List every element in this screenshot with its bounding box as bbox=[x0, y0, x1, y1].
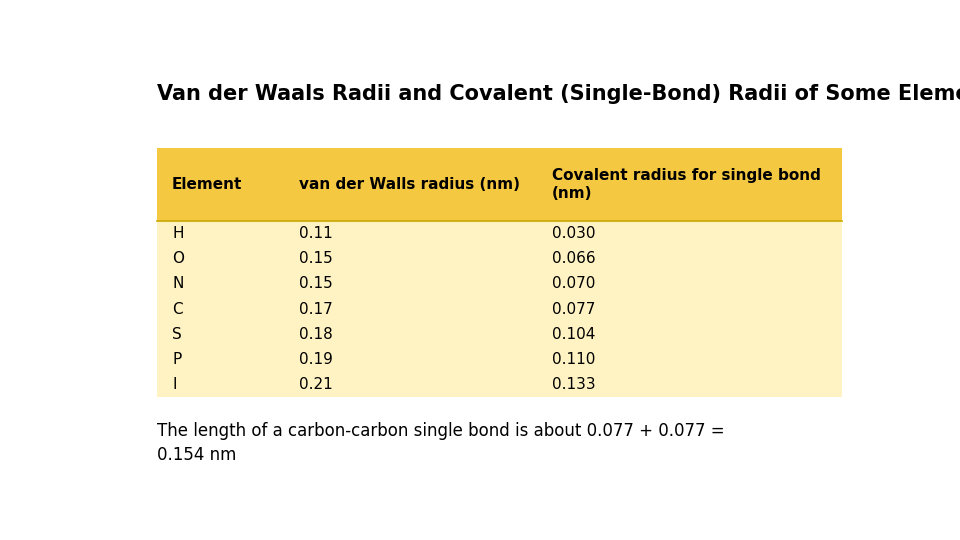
Text: 0.030: 0.030 bbox=[551, 226, 595, 241]
Text: van der Walls radius (nm): van der Walls radius (nm) bbox=[299, 177, 519, 192]
Text: Van der Waals Radii and Covalent (Single-Bond) Radii of Some Elements: Van der Waals Radii and Covalent (Single… bbox=[157, 84, 960, 104]
Text: 0.066: 0.066 bbox=[551, 251, 595, 266]
Text: H: H bbox=[172, 226, 183, 241]
Text: P: P bbox=[172, 352, 181, 367]
Text: S: S bbox=[172, 327, 181, 342]
Text: 0.11: 0.11 bbox=[299, 226, 332, 241]
Text: 0.104: 0.104 bbox=[551, 327, 595, 342]
Text: 0.15: 0.15 bbox=[299, 251, 332, 266]
Text: 0.18: 0.18 bbox=[299, 327, 332, 342]
Text: 0.077: 0.077 bbox=[551, 301, 595, 316]
FancyBboxPatch shape bbox=[157, 221, 842, 397]
FancyBboxPatch shape bbox=[157, 148, 842, 221]
Text: I: I bbox=[172, 377, 177, 393]
Text: 0.133: 0.133 bbox=[551, 377, 595, 393]
Text: Covalent radius for single bond
(nm): Covalent radius for single bond (nm) bbox=[551, 167, 821, 201]
Text: 0.19: 0.19 bbox=[299, 352, 332, 367]
Text: 0.21: 0.21 bbox=[299, 377, 332, 393]
Text: C: C bbox=[172, 301, 182, 316]
Text: O: O bbox=[172, 251, 184, 266]
Text: Element: Element bbox=[172, 177, 243, 192]
Text: 0.110: 0.110 bbox=[551, 352, 595, 367]
Text: 0.070: 0.070 bbox=[551, 276, 595, 292]
Text: N: N bbox=[172, 276, 183, 292]
Text: The length of a carbon-carbon single bond is about 0.077 + 0.077 =
0.154 nm: The length of a carbon-carbon single bon… bbox=[157, 422, 725, 464]
Text: 0.17: 0.17 bbox=[299, 301, 332, 316]
Text: 0.15: 0.15 bbox=[299, 276, 332, 292]
